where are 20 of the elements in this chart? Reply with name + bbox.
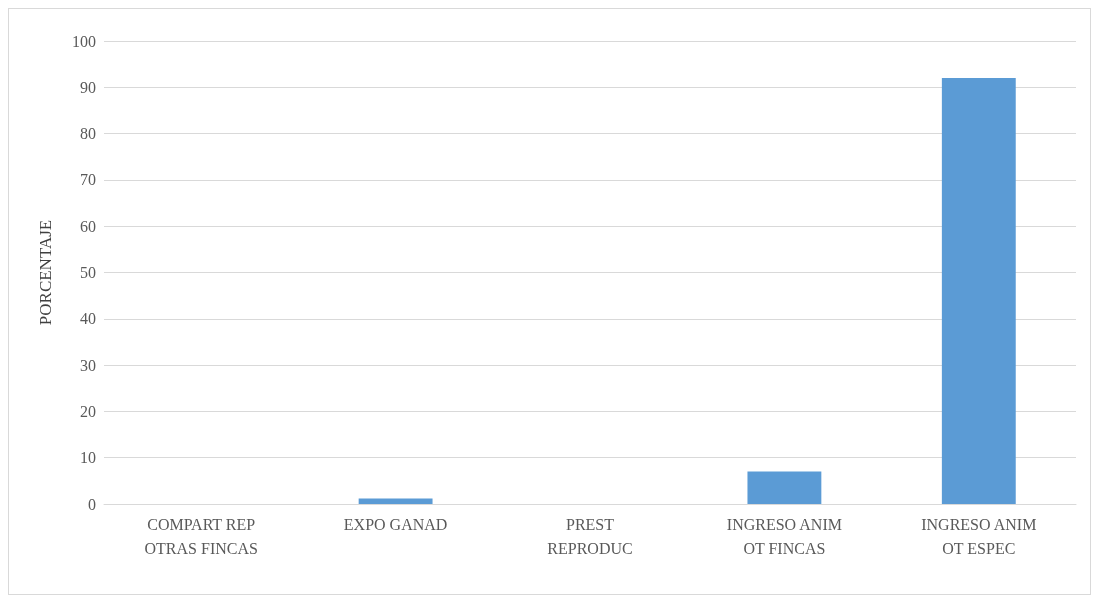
y-tick-label: 100 xyxy=(72,32,96,50)
x-tick-label: INGRESO ANIM OT ESPEC xyxy=(921,515,1037,557)
x-tick-label: INGRESO ANIM OT FINCAS xyxy=(726,515,842,557)
y-tick-label: 80 xyxy=(80,125,96,143)
bar xyxy=(358,498,433,504)
y-tick-label: 50 xyxy=(80,264,96,281)
y-tick-label: 90 xyxy=(80,78,96,96)
x-tick-label: EXPO GANAD xyxy=(343,515,448,533)
y-axis-title: PORCENTAJE xyxy=(36,219,55,326)
bar xyxy=(941,78,1016,504)
y-tick-label: 0 xyxy=(88,495,96,513)
bar xyxy=(747,471,822,504)
y-tick-label: 40 xyxy=(80,310,96,328)
x-tick-label: PREST REPRODUC xyxy=(547,515,633,557)
y-tick-label: 20 xyxy=(80,402,96,420)
y-tick-label: 70 xyxy=(80,171,96,189)
y-tick-label: 30 xyxy=(80,356,96,374)
y-tick-label: 10 xyxy=(80,449,96,467)
x-tick-label: COMPART REP OTRAS FINCAS xyxy=(144,515,258,557)
y-tick-label: 60 xyxy=(80,217,96,235)
